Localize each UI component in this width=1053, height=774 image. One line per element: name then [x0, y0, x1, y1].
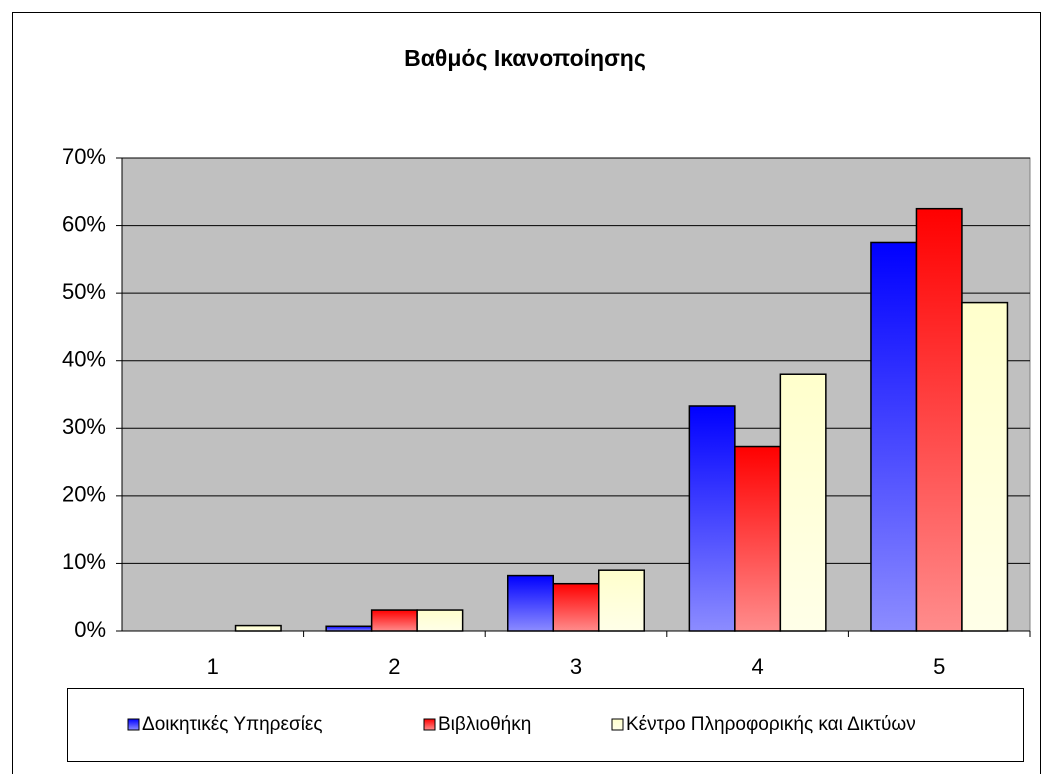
bar: [688, 405, 736, 632]
y-tick-label: 20%: [62, 482, 106, 507]
y-tick-label: 0%: [74, 617, 106, 642]
legend-label: Δοικητικές Υπηρεσίες: [142, 714, 323, 735]
bar: [915, 207, 963, 632]
x-tick-label: 5: [933, 654, 945, 679]
y-tick-label: 60%: [62, 211, 106, 236]
bar: [416, 609, 464, 632]
legend-swatch: [423, 718, 436, 731]
bar: [961, 301, 1009, 632]
bar: [234, 624, 282, 632]
legend-box: [67, 688, 1024, 762]
bar: [507, 574, 554, 632]
x-tick-label: 4: [751, 654, 763, 679]
y-tick-label: 10%: [62, 549, 106, 574]
legend-swatch: [127, 718, 140, 731]
bar: [870, 241, 918, 632]
bar: [370, 609, 418, 632]
x-tick-label: 1: [207, 654, 219, 679]
bar: [325, 625, 373, 632]
y-tick-label: 50%: [62, 279, 106, 304]
y-tick-label: 40%: [62, 347, 106, 372]
bar: [779, 373, 827, 632]
y-tick-label: 70%: [62, 144, 106, 169]
bar: [734, 445, 782, 632]
legend-label: Κέντρο Πληροφορικής και Δικτύων: [626, 714, 916, 735]
legend-swatch: [611, 718, 624, 731]
chart-title: Βαθμός Ικανοποίησης: [404, 45, 646, 71]
bar: [598, 569, 645, 632]
y-tick-label: 30%: [62, 414, 106, 439]
x-tick-label: 3: [570, 654, 582, 679]
x-tick-label: 2: [388, 654, 400, 679]
bar: [552, 582, 600, 632]
legend-label: Βιβλιοθήκη: [438, 714, 531, 735]
